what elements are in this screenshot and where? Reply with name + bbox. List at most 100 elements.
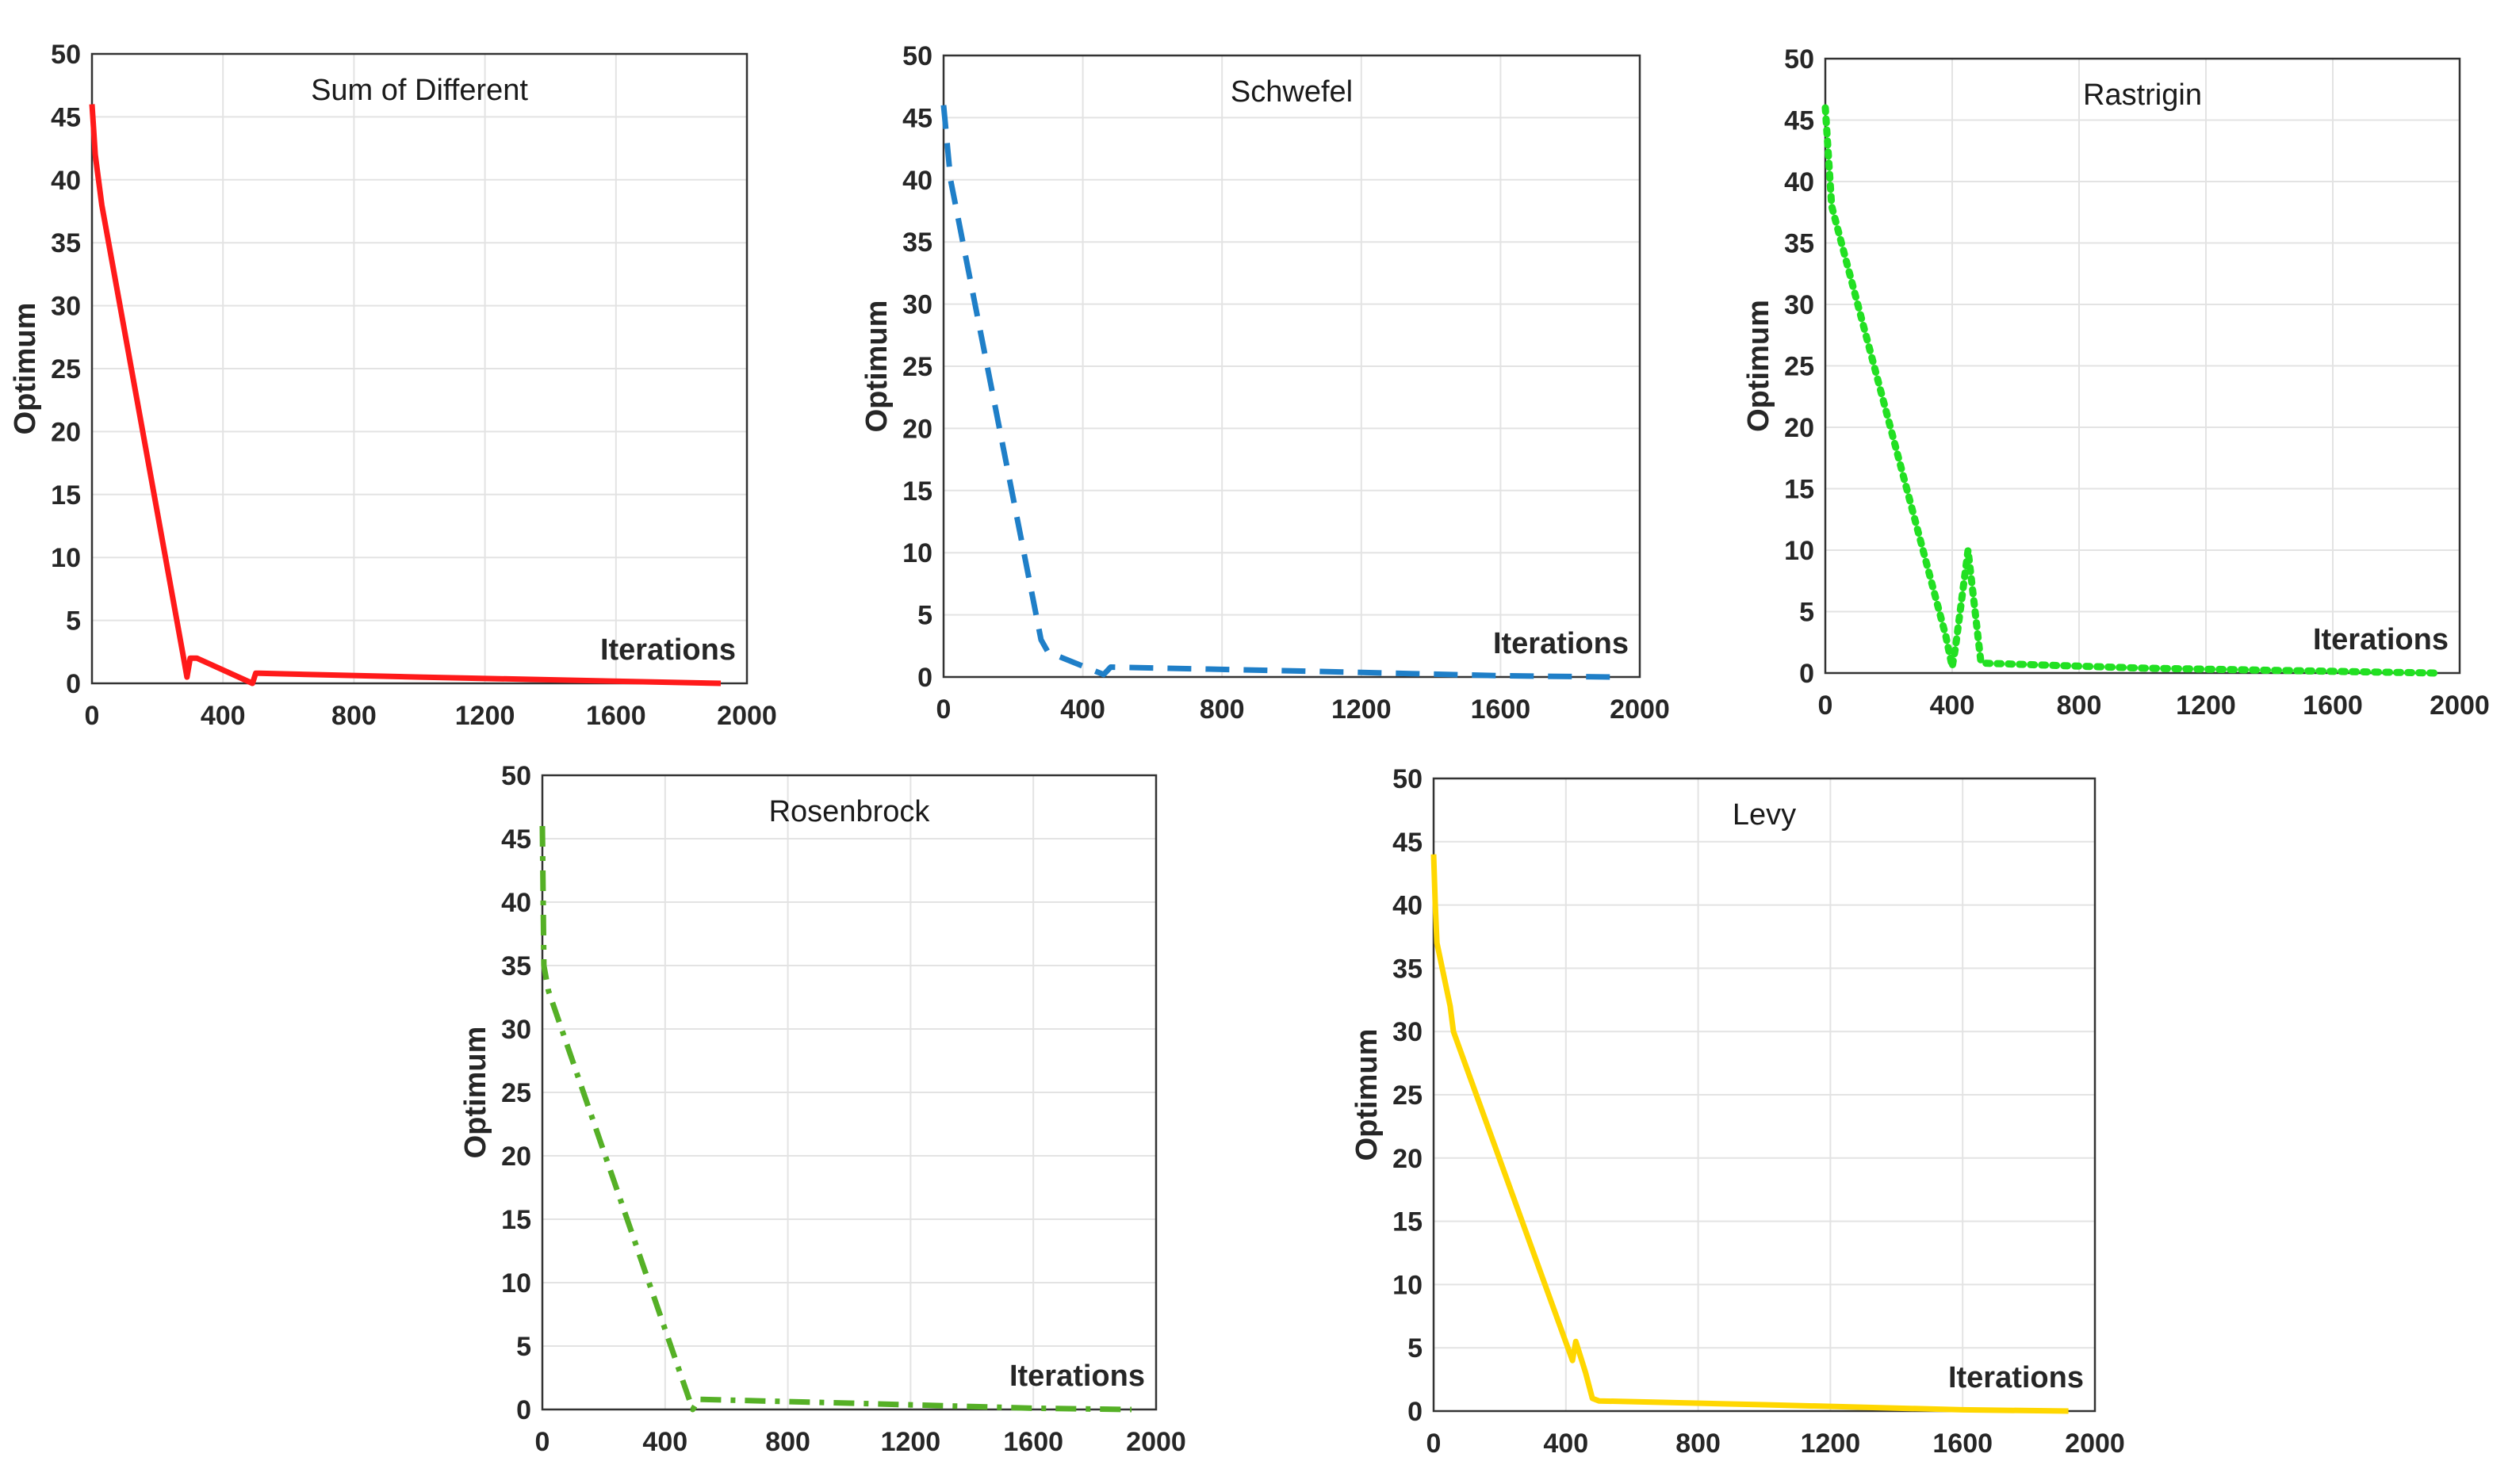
y-tick-label: 50 [1784,44,1814,75]
chart-svg-rosenbrock: 0 5 10 15 20 25 30 35 40 45 50 0 400 800 1200 1600 2000 R… [459,761,1186,1457]
y-tick-label: 45 [1784,106,1814,136]
axes-frame [90,52,749,685]
y-tick-label: 0 [66,669,81,699]
chart-panel-schwefel: 0 5 10 15 20 25 30 35 40 45 50 0 400 800 1200 1600 2000 S… [856,32,1703,740]
x-tick-label: 2000 [2430,690,2490,721]
x-tick-label: 800 [765,1427,810,1457]
y-tick-label: 10 [902,538,932,568]
y-tick-label: 45 [51,102,81,132]
x-axis-label: Iterations [2313,623,2449,656]
chart-svg-rastrigin: 0 5 10 15 20 25 30 35 40 45 50 0 400 800 1200 1600 2000 R… [1742,44,2490,721]
series-line-sum-of-different [89,104,722,687]
series-line-levy [1430,854,2069,1414]
chart-svg-levy: 0 5 10 15 20 25 30 35 40 45 50 0 400 800 1200 1600 2000 L… [1350,764,2125,1459]
y-tick-label: 10 [1784,536,1814,566]
y-tick-label: 50 [501,761,531,791]
y-tick-label: 35 [1784,229,1814,259]
series-line-schwefel [940,105,1612,680]
y-tick-label: 45 [902,103,932,133]
y-tick-label: 30 [51,292,81,322]
y-tick-label: 30 [501,1015,531,1045]
y-tick-label: 50 [51,40,81,70]
series-line-rastrigin [1821,104,2438,677]
axes-frame [1824,57,2461,675]
chart-title: Sum of Different [311,74,528,107]
y-tick-label: 20 [1392,1144,1423,1174]
y-axis-label: Optimum [459,1027,492,1159]
chart-svg-schwefel: 0 5 10 15 20 25 30 35 40 45 50 0 400 800 1200 1600 2000 S… [860,41,1670,725]
y-tick-label: 35 [902,228,932,258]
y-tick-label: 35 [501,951,531,981]
chart-panel-levy: 0 5 10 15 20 25 30 35 40 45 50 0 400 800 1200 1600 2000 L… [1346,755,2158,1474]
chart-panel-sum-of-different: 0 5 10 15 20 25 30 35 40 45 50 0 400 800 1200 1600 2000 S… [5,30,810,747]
y-tick-label: 20 [902,414,932,444]
x-tick-label: 400 [1060,694,1105,725]
x-tick-label: 0 [936,694,952,725]
y-tick-label: 15 [902,476,932,507]
y-tick-label: 0 [1799,659,1814,689]
chart-panel-rosenbrock: 0 5 10 15 20 25 30 35 40 45 50 0 400 800 1200 1600 2000 R… [455,752,1220,1473]
x-tick-label: 1200 [1331,694,1392,725]
y-tick-label: 0 [917,663,932,693]
y-tick-label: 10 [501,1268,531,1298]
y-tick-label: 40 [1392,891,1423,921]
y-tick-label: 5 [1407,1333,1423,1364]
y-tick-label: 25 [501,1078,531,1108]
x-tick-label: 2000 [1610,694,1670,725]
x-tick-label: 800 [331,701,377,731]
y-tick-label: 35 [1392,954,1423,984]
x-tick-label: 1600 [2303,690,2363,721]
x-tick-label: 0 [1818,690,1833,721]
y-tick-label: 20 [51,417,81,447]
x-tick-label: 800 [1675,1429,1721,1459]
y-tick-label: 25 [902,352,932,382]
x-tick-label: 0 [1426,1429,1442,1459]
y-axis-label: Optimum [860,300,894,433]
x-tick-label: 1200 [455,701,515,731]
y-tick-label: 30 [902,290,932,320]
y-tick-label: 10 [51,543,81,573]
y-tick-label: 40 [902,166,932,196]
x-tick-label: 400 [1930,690,1975,721]
x-tick-label: 2000 [2065,1429,2125,1459]
y-tick-label: 0 [1407,1397,1423,1427]
y-tick-label: 10 [1392,1270,1423,1300]
y-axis-label: Optimum [9,303,42,435]
x-tick-label: 400 [201,701,246,731]
y-tick-label: 5 [1799,598,1814,628]
y-axis-label: Optimum [1742,300,1775,432]
x-tick-label: 1600 [1003,1427,1063,1457]
y-tick-label: 45 [501,824,531,855]
y-tick-label: 50 [1392,764,1423,794]
chart-title: Rastrigin [2083,78,2202,112]
series-line-rosenbrock [539,825,1132,1413]
y-tick-label: 15 [501,1205,531,1235]
x-tick-label: 1200 [2176,690,2236,721]
x-tick-label: 0 [85,701,100,731]
x-tick-label: 400 [642,1427,687,1457]
x-tick-label: 1600 [1932,1429,1993,1459]
chart-svg-sum-of-different: 0 5 10 15 20 25 30 35 40 45 50 0 400 800 1200 1600 2000 S… [9,40,777,731]
y-tick-label: 35 [51,228,81,258]
chart-title: Rosenbrock [769,795,931,828]
y-tick-label: 25 [51,354,81,384]
x-tick-label: 2000 [1126,1427,1186,1457]
axes-frame [942,54,1641,679]
y-tick-label: 40 [1784,167,1814,197]
y-tick-label: 15 [51,480,81,511]
y-tick-label: 20 [501,1142,531,1172]
x-tick-label: 0 [535,1427,550,1457]
x-axis-label: Iterations [1948,1361,2084,1394]
x-tick-label: 1200 [881,1427,941,1457]
y-tick-label: 15 [1392,1207,1423,1237]
x-tick-label: 800 [1200,694,1245,725]
chart-title: Schwefel [1231,75,1353,109]
y-tick-label: 5 [66,606,81,637]
chart-panel-rastrigin: 0 5 10 15 20 25 30 35 40 45 50 0 400 800 1200 1600 2000 R… [1738,35,2512,736]
y-tick-label: 5 [516,1332,531,1362]
y-tick-label: 40 [501,888,531,918]
y-tick-label: 30 [1392,1017,1423,1047]
y-tick-label: 40 [51,166,81,196]
y-tick-label: 20 [1784,413,1814,443]
y-tick-label: 25 [1392,1080,1423,1111]
